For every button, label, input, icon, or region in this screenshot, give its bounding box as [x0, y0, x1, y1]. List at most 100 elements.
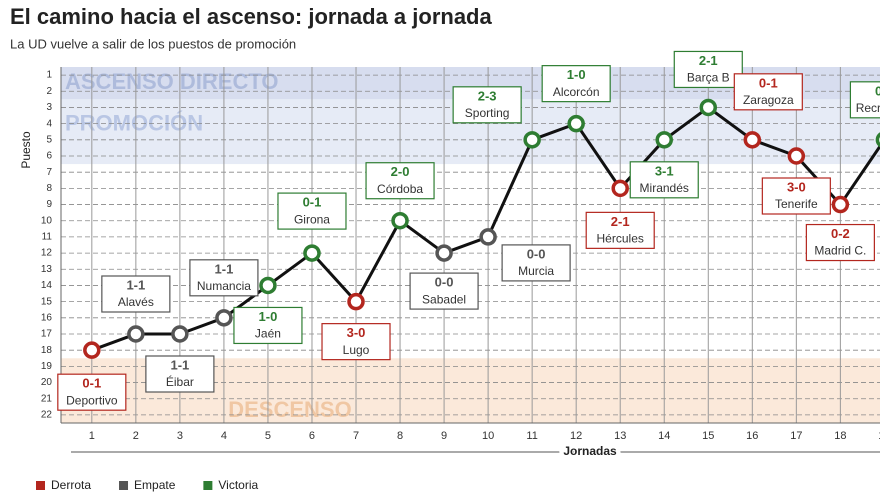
x-tick-label: 3 — [177, 430, 183, 442]
result-label: 1-1 — [215, 261, 234, 276]
x-tick-label: 7 — [353, 430, 359, 442]
opponent-label: Murcia — [518, 264, 554, 278]
opponent-label: Córdoba — [377, 182, 423, 196]
x-tick-label: 13 — [614, 430, 626, 442]
point — [391, 211, 409, 230]
result-label: 0-1 — [303, 195, 322, 210]
legend-label: Derrota — [51, 478, 91, 492]
point — [655, 131, 673, 149]
point — [523, 131, 541, 149]
result-box — [761, 177, 831, 215]
x-tick-label: 2 — [133, 430, 139, 442]
y-tick-label: 5 — [46, 134, 52, 145]
result-label: 2-0 — [391, 164, 410, 179]
point — [787, 147, 806, 165]
x-tick-label: 5 — [265, 430, 271, 442]
opponent-label: Tenerife — [775, 197, 818, 211]
result-box — [321, 323, 391, 361]
y-tick-label: 13 — [41, 264, 53, 275]
y-tick-label: 15 — [41, 296, 53, 307]
result-label: 2-1 — [699, 53, 718, 68]
point — [479, 228, 497, 246]
result-box — [145, 355, 215, 393]
opponent-label: Sabadel — [422, 292, 466, 306]
x-tick-label: 14 — [658, 430, 670, 442]
result-box — [233, 306, 303, 345]
band-label: DESCENSO — [228, 397, 351, 422]
x-tick-label: 17 — [790, 430, 802, 442]
result-label: 3-1 — [655, 163, 674, 178]
result-box — [849, 81, 880, 119]
x-tick-label: 1 — [89, 430, 95, 442]
result-label: 2-3 — [478, 88, 497, 103]
result-box — [733, 73, 803, 111]
result-label: 1-1 — [126, 277, 145, 292]
y-tick-label: 21 — [41, 393, 53, 404]
result-box — [501, 244, 571, 282]
point — [347, 292, 365, 311]
result-box — [805, 223, 875, 262]
y-tick-label: 6 — [46, 151, 52, 162]
result-label: 0-1 — [759, 75, 778, 90]
point — [611, 179, 629, 198]
result-label: 2-1 — [611, 214, 630, 229]
point — [303, 244, 321, 262]
opponent-label: Alcorcón — [553, 85, 600, 99]
x-tick-label: 15 — [702, 430, 714, 442]
point — [743, 131, 762, 149]
y-tick-label: 1 — [46, 70, 52, 81]
point — [699, 98, 718, 117]
legend-swatch — [203, 481, 213, 490]
opponent-label: Numancia — [197, 279, 251, 293]
legend-label: Victoria — [218, 478, 258, 492]
opponent-label: Madrid C. — [814, 244, 866, 258]
opponent-label: Barça B — [687, 71, 730, 85]
opponent-label: Alavés — [118, 295, 154, 309]
x-tick-label: 11 — [526, 430, 537, 442]
point — [127, 325, 145, 343]
result-label: 0-0 — [435, 275, 454, 290]
result-box — [409, 272, 479, 310]
legend-label: Empate — [134, 478, 176, 492]
x-tick-label: 8 — [397, 430, 403, 442]
band-label: PROMOCIÓN — [65, 111, 203, 136]
result-label: 1-0 — [259, 309, 278, 324]
y-tick-label: 22 — [41, 410, 53, 421]
y-tick-label: 4 — [46, 118, 52, 129]
point — [567, 114, 585, 133]
opponent-label: Sporting — [465, 106, 510, 120]
result-label: 1-0 — [567, 67, 586, 82]
legend-swatch — [119, 481, 129, 490]
x-tick-label: 16 — [746, 430, 758, 442]
opponent-label: Mirandés — [640, 181, 689, 195]
y-tick-label: 16 — [41, 312, 53, 323]
result-box — [101, 275, 171, 313]
x-tick-label: 6 — [309, 430, 315, 442]
result-box — [452, 86, 522, 124]
point — [435, 244, 453, 262]
point — [215, 309, 233, 327]
x-tick-label: 9 — [441, 430, 447, 442]
result-box — [57, 373, 127, 411]
point — [83, 341, 101, 359]
result-box — [277, 192, 347, 230]
result-label: 3-0 — [787, 179, 806, 194]
y-tick-label: 8 — [46, 183, 52, 194]
result-box — [189, 259, 259, 297]
x-tick-label: 19 — [878, 430, 880, 442]
result-box — [365, 162, 435, 200]
opponent-label: Jaén — [255, 327, 281, 341]
y-tick-label: 7 — [46, 167, 52, 178]
y-tick-label: 10 — [41, 215, 53, 226]
x-tick-label: 12 — [570, 430, 582, 442]
legend-swatch — [36, 481, 45, 490]
y-axis-label: Puesto — [19, 131, 33, 169]
result-box — [585, 211, 655, 249]
opponent-label: Recreativo — [856, 101, 880, 115]
y-tick-label: 19 — [41, 361, 53, 372]
y-tick-label: 18 — [41, 345, 53, 356]
point — [259, 276, 277, 295]
result-label: 3-0 — [347, 325, 366, 340]
x-tick-label: 10 — [482, 430, 494, 442]
y-tick-label: 17 — [41, 329, 53, 340]
